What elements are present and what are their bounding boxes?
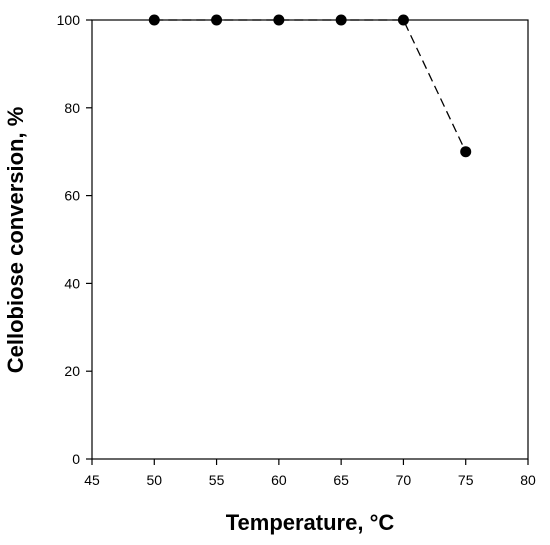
data-point <box>335 14 347 26</box>
y-tick-label: 100 <box>57 12 81 28</box>
y-axis-title: Cellobiose conversion, % <box>3 107 28 374</box>
y-tick-label: 80 <box>64 100 80 116</box>
plot-frame <box>91 19 529 460</box>
x-tick-label: 50 <box>146 472 162 488</box>
y-tick-label: 40 <box>64 275 80 291</box>
y-tick-label: 60 <box>64 188 80 204</box>
x-axis-title: Temperature, °C <box>226 510 395 535</box>
x-axis-ticks: 45 50 55 60 65 70 75 80 <box>84 459 536 488</box>
x-tick-label: 45 <box>84 472 100 488</box>
data-point <box>397 14 409 26</box>
y-tick-label: 0 <box>72 451 80 467</box>
data-point <box>460 146 472 158</box>
x-tick-label: 55 <box>209 472 225 488</box>
x-tick-label: 70 <box>396 472 412 488</box>
data-point <box>148 14 160 26</box>
series-line <box>154 19 467 152</box>
y-axis-ticks: 0 20 40 60 80 100 <box>57 12 92 467</box>
data-point <box>211 14 223 26</box>
y-tick-label: 20 <box>64 363 80 379</box>
data-point <box>273 14 285 26</box>
x-tick-label: 65 <box>333 472 349 488</box>
x-tick-label: 75 <box>458 472 474 488</box>
series-group <box>148 14 472 158</box>
x-tick-label: 80 <box>520 472 536 488</box>
x-tick-label: 60 <box>271 472 287 488</box>
